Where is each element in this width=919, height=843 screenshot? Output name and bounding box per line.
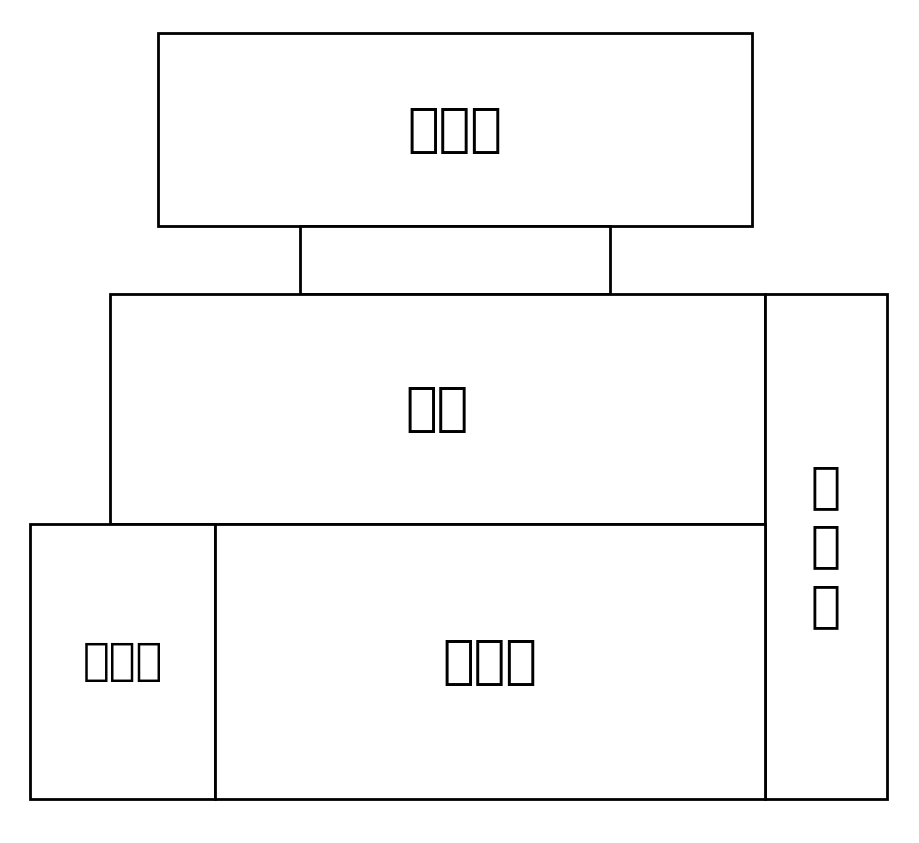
Text: 重整室: 重整室 bbox=[443, 636, 538, 688]
Bar bbox=[215, 524, 765, 799]
Bar bbox=[30, 524, 215, 799]
Text: 燃烧室: 燃烧室 bbox=[83, 640, 163, 683]
Bar bbox=[300, 226, 610, 294]
Text: 蒸
发
室: 蒸 发 室 bbox=[811, 463, 841, 630]
Bar bbox=[765, 294, 887, 799]
Bar bbox=[158, 33, 752, 226]
Bar bbox=[110, 294, 765, 524]
Text: 散热器: 散热器 bbox=[407, 104, 503, 155]
Text: 电堆: 电堆 bbox=[406, 383, 469, 435]
